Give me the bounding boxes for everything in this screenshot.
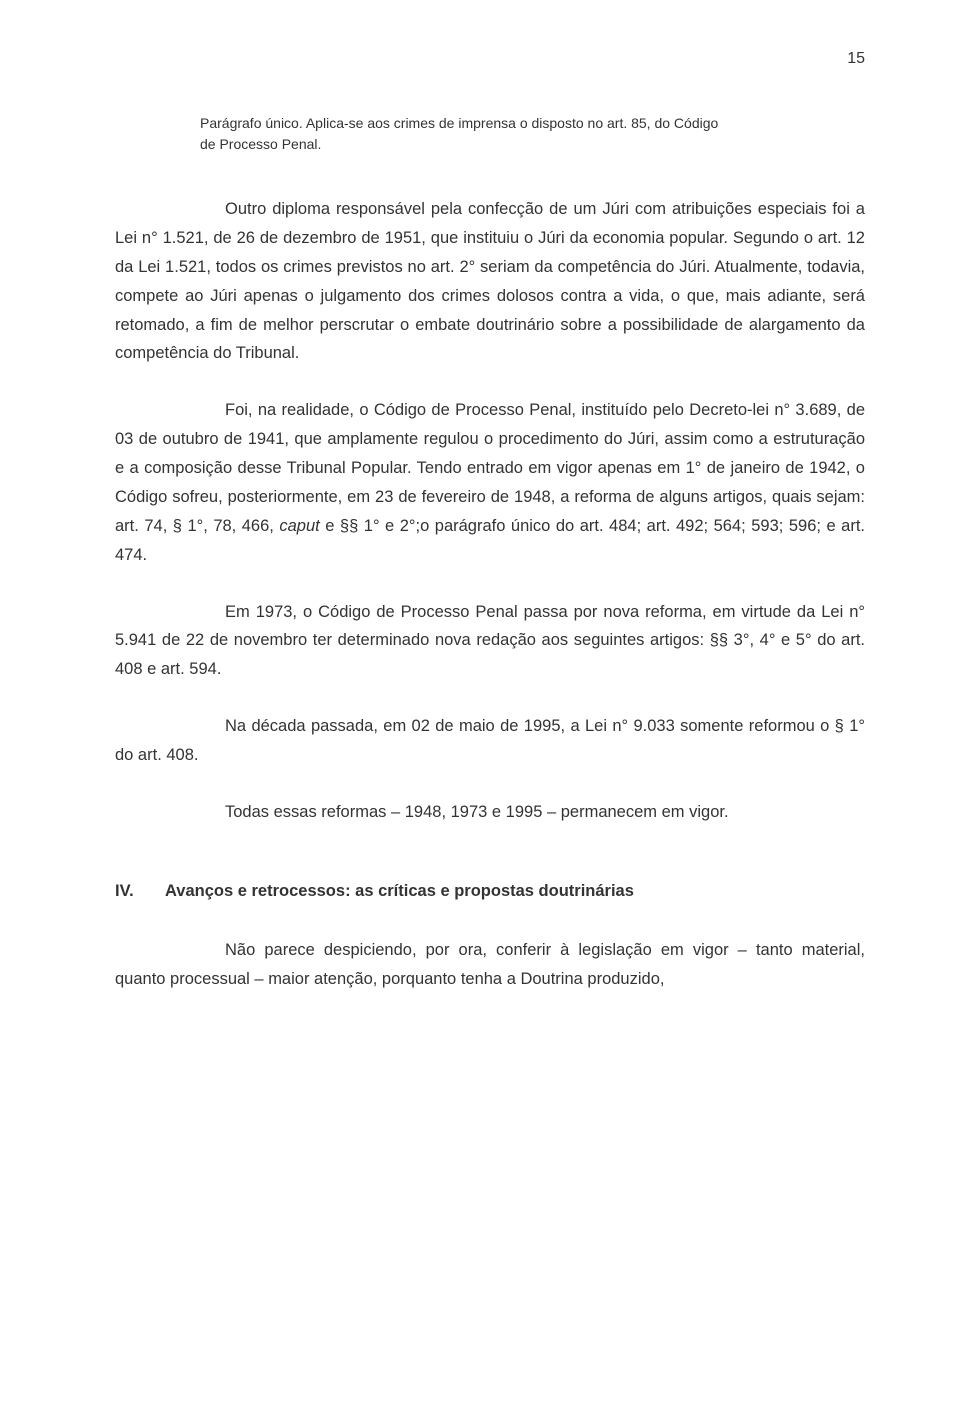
quote-block: Parágrafo único. Aplica-se aos crimes de…	[200, 113, 865, 155]
body-paragraph-2: Foi, na realidade, o Código de Processo …	[115, 396, 865, 569]
p2-part-a: Foi, na realidade, o Código de Processo …	[115, 401, 865, 535]
section-heading: IV. Avanços e retrocessos: as críticas e…	[115, 882, 865, 901]
quote-line-1: Parágrafo único. Aplica-se aos crimes de…	[200, 113, 865, 134]
p2-caput: caput	[279, 517, 319, 535]
body-paragraph-final: Não parece despiciendo, por ora, conferi…	[115, 936, 865, 994]
page-number: 15	[115, 50, 865, 68]
body-paragraph-5: Todas essas reformas – 1948, 1973 e 1995…	[115, 798, 865, 827]
body-paragraph-1: Outro diploma responsável pela confecção…	[115, 195, 865, 368]
body-paragraph-4: Na década passada, em 02 de maio de 1995…	[115, 712, 865, 770]
body-paragraph-3: Em 1973, o Código de Processo Penal pass…	[115, 598, 865, 685]
section-title: Avanços e retrocessos: as críticas e pro…	[165, 882, 865, 901]
quote-line-2: de Processo Penal.	[200, 134, 865, 155]
section-number: IV.	[115, 882, 165, 901]
